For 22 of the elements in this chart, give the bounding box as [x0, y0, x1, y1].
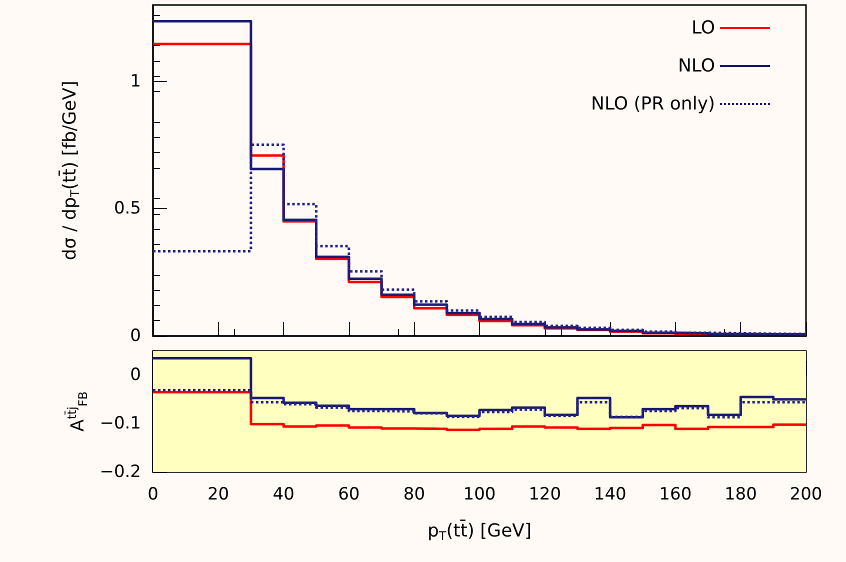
x-tick-label: 100: [463, 484, 496, 504]
y-tick-label: −0.2: [100, 462, 141, 482]
y-tick-label: −0.1: [100, 414, 141, 434]
legend-label: NLO: [678, 56, 715, 76]
y-axis-title: dσ / dpT(tt̄) [fb/GeV]: [58, 80, 82, 260]
x-tick-label: 140: [594, 484, 626, 504]
legend-label: NLO (PR only): [591, 94, 715, 114]
x-tick-label: 180: [724, 484, 757, 504]
x-tick-label: 20: [207, 484, 230, 504]
x-tick-label: 120: [528, 484, 562, 504]
x-tick-label: 60: [338, 484, 360, 504]
x-tick-label: 40: [272, 484, 294, 504]
y-axis-title: Att̄jFB: [64, 391, 90, 432]
y-tick-label: 0.5: [114, 198, 141, 219]
y-tick-label: 1: [130, 71, 141, 92]
y-tick-label: 0: [130, 365, 141, 386]
x-tick-label: 160: [659, 484, 692, 504]
x-tick-label: 200: [790, 484, 822, 504]
y-tick-label: 0: [130, 326, 141, 346]
x-tick-label: 80: [403, 484, 426, 504]
x-tick-label: 0: [148, 484, 158, 504]
legend-label: LO: [691, 18, 715, 38]
